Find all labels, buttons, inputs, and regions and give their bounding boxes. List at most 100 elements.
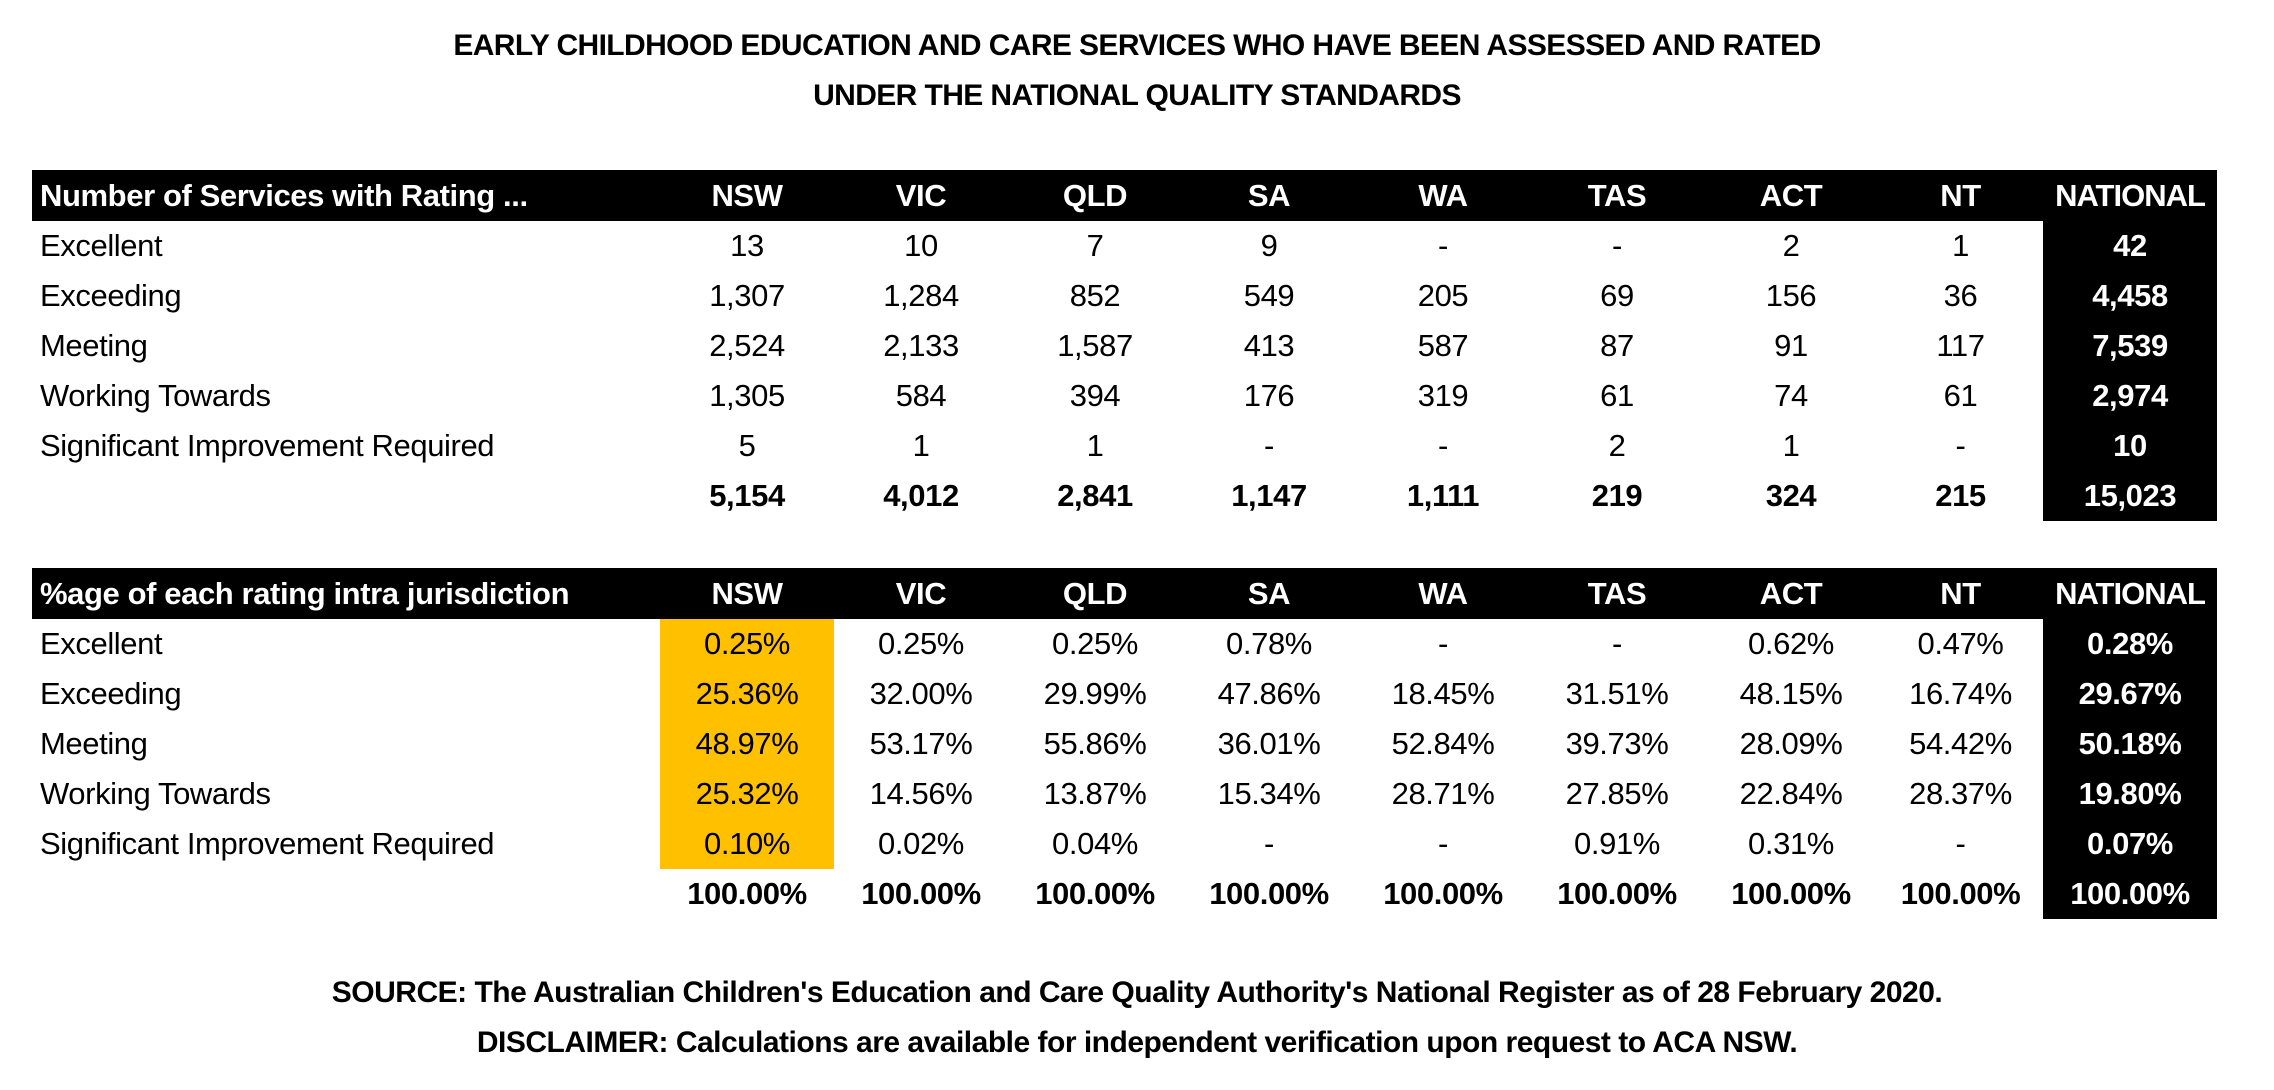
cell-nt: 61 bbox=[1943, 378, 1978, 413]
cell-qld: 852 bbox=[1069, 278, 1121, 313]
cell-wa: - bbox=[1438, 228, 1448, 263]
cell-act: 22.84% bbox=[1739, 776, 1843, 811]
cell-tas: 31.51% bbox=[1565, 676, 1669, 711]
column-header-qld: QLD bbox=[1062, 575, 1128, 611]
cell-act: 91 bbox=[1774, 328, 1808, 363]
cell-act: 0.31% bbox=[1748, 826, 1834, 861]
row-label: Meeting bbox=[40, 726, 148, 761]
cell-vic: 14.56% bbox=[869, 776, 973, 811]
table-header-row: Number of Services with Rating ... NSW VIC… bbox=[32, 170, 2217, 221]
column-header-wa: WA bbox=[1418, 575, 1468, 611]
total-tas: 219 bbox=[1591, 478, 1643, 513]
cell-national: 7,539 bbox=[2043, 321, 2217, 371]
table-row: Exceeding 25.36% 32.00% 29.99% 47.86% 18.45% 3… bbox=[32, 669, 2217, 719]
cell-sa: 47.86% bbox=[1217, 676, 1321, 711]
cell-nsw: 1,305 bbox=[709, 378, 785, 413]
column-header-nt: NT bbox=[1940, 575, 1981, 611]
cell-national: 4,458 bbox=[2043, 271, 2217, 321]
total-sa: 1,147 bbox=[1231, 478, 1307, 513]
table-row: Significant Improvement Required 0.10% 0.0… bbox=[32, 819, 2217, 869]
cell-wa: 28.71% bbox=[1391, 776, 1495, 811]
row-label: Working Towards bbox=[40, 378, 271, 413]
cell-tas: 69 bbox=[1600, 278, 1634, 313]
cell-sa: 15.34% bbox=[1217, 776, 1321, 811]
column-header-nsw: NSW bbox=[711, 177, 783, 213]
row-label: Significant Improvement Required bbox=[40, 826, 495, 861]
column-header-tas: TAS bbox=[1587, 575, 1647, 611]
cell-vic: 0.25% bbox=[878, 626, 964, 661]
row-label: Excellent bbox=[40, 626, 163, 661]
column-header-wa: WA bbox=[1418, 177, 1468, 213]
cell-tas: - bbox=[1612, 228, 1622, 263]
cell-sa: 36.01% bbox=[1217, 726, 1321, 761]
disclaimer-note: DISCLAIMER: Calculations are available f… bbox=[476, 1026, 1798, 1059]
row-label: Exceeding bbox=[40, 278, 182, 313]
cell-tas: - bbox=[1612, 626, 1622, 661]
total-label bbox=[32, 471, 660, 521]
column-header-vic: VIC bbox=[895, 177, 947, 213]
cell-nsw: 25.32% bbox=[660, 769, 834, 819]
table-row: Meeting 2,524 2,133 1,587 413 587 87 91 117 7,539 bbox=[32, 321, 2217, 371]
column-header-act: ACT bbox=[1759, 575, 1823, 611]
cell-national: 0.28% bbox=[2043, 619, 2217, 669]
cell-nsw: 48.97% bbox=[660, 719, 834, 769]
cell-wa: - bbox=[1438, 626, 1448, 661]
cell-national: 19.80% bbox=[2043, 769, 2217, 819]
cell-act: 74 bbox=[1774, 378, 1808, 413]
cell-national: 50.18% bbox=[2043, 719, 2217, 769]
cell-qld: 1,587 bbox=[1057, 328, 1133, 363]
total-row: 5,154 4,012 2,841 1,147 1,111 219 324 215 15,023 bbox=[32, 471, 2217, 521]
total-vic: 4,012 bbox=[883, 478, 959, 513]
total-tas: 100.00% bbox=[1557, 876, 1677, 911]
cell-qld: 29.99% bbox=[1043, 676, 1147, 711]
page-subtitle: UNDER THE NATIONAL QUALITY STANDARDS bbox=[813, 79, 1461, 112]
row-label: Working Towards bbox=[40, 776, 271, 811]
column-header-national: NATIONAL bbox=[2043, 170, 2217, 221]
cell-national: 10 bbox=[2043, 421, 2217, 471]
cell-vic: 2,133 bbox=[883, 328, 959, 363]
cell-vic: 32.00% bbox=[869, 676, 973, 711]
column-header-act: ACT bbox=[1759, 177, 1823, 213]
column-header-sa: SA bbox=[1247, 177, 1291, 213]
cell-wa: 319 bbox=[1417, 378, 1469, 413]
cell-tas: 2 bbox=[1608, 428, 1626, 463]
cell-sa: 9 bbox=[1260, 228, 1278, 263]
header-label: Number of Services with Rating ... bbox=[40, 177, 528, 213]
total-nsw: 5,154 bbox=[709, 478, 785, 513]
page-title: EARLY CHILDHOOD EDUCATION AND CARE SERVI… bbox=[453, 29, 1821, 62]
cell-vic: 584 bbox=[895, 378, 947, 413]
cell-nt: 54.42% bbox=[1909, 726, 2012, 761]
cell-nt: 16.74% bbox=[1909, 676, 2012, 711]
cell-tas: 0.91% bbox=[1574, 826, 1660, 861]
cell-nsw: 5 bbox=[738, 428, 756, 463]
total-row: 100.00% 100.00% 100.00% 100.00% 100.00% 100.0… bbox=[32, 869, 2217, 919]
cell-nt: - bbox=[1955, 826, 1966, 861]
column-header-vic: VIC bbox=[895, 575, 947, 611]
cell-sa: 176 bbox=[1243, 378, 1295, 413]
cell-tas: 61 bbox=[1600, 378, 1634, 413]
cell-wa: 205 bbox=[1417, 278, 1469, 313]
cell-nsw: 1,307 bbox=[709, 278, 785, 313]
cell-nt: 28.37% bbox=[1909, 776, 2012, 811]
table-row: Working Towards 1,305 584 394 176 319 61 74 61 2,… bbox=[32, 371, 2217, 421]
table-row: Exceeding 1,307 1,284 852 549 205 69 156 36 4,458 bbox=[32, 271, 2217, 321]
total-vic: 100.00% bbox=[861, 876, 981, 911]
cell-nsw: 25.36% bbox=[660, 669, 834, 719]
cell-national: 42 bbox=[2043, 221, 2217, 271]
column-header-tas: TAS bbox=[1587, 177, 1647, 213]
cell-wa: 587 bbox=[1417, 328, 1469, 363]
table-row: Working Towards 25.32% 14.56% 13.87% 15.34% 2… bbox=[32, 769, 2217, 819]
cell-qld: 1 bbox=[1086, 428, 1104, 463]
cell-nt: 117 bbox=[1936, 328, 1985, 363]
row-label: Meeting bbox=[40, 328, 148, 363]
cell-vic: 1 bbox=[912, 428, 930, 463]
cell-vic: 53.17% bbox=[869, 726, 973, 761]
total-national: 15,023 bbox=[2043, 471, 2217, 521]
cell-qld: 0.04% bbox=[1052, 826, 1138, 861]
total-nsw: 100.00% bbox=[687, 876, 807, 911]
cell-qld: 55.86% bbox=[1043, 726, 1147, 761]
cell-qld: 0.25% bbox=[1052, 626, 1138, 661]
cell-wa: 18.45% bbox=[1391, 676, 1495, 711]
cell-sa: - bbox=[1264, 826, 1274, 861]
cell-qld: 7 bbox=[1086, 228, 1104, 263]
